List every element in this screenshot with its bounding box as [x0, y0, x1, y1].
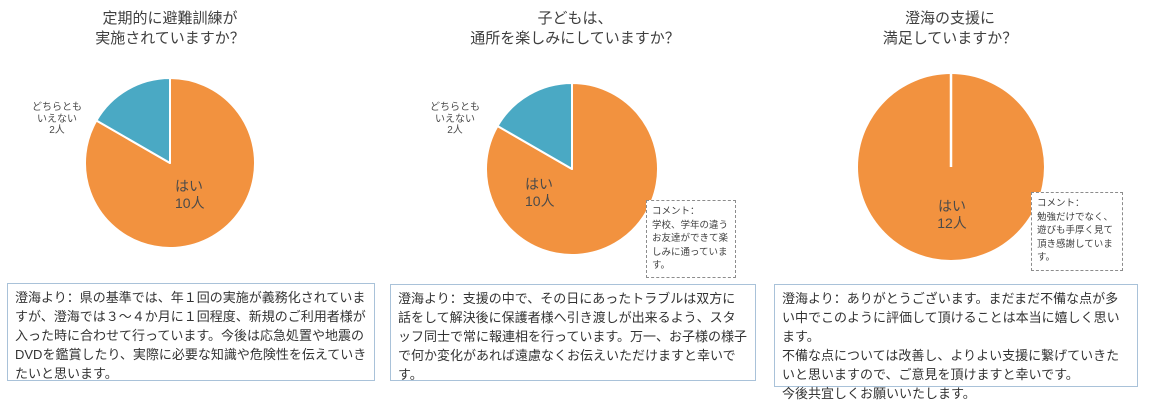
response-box: 澄海より：支援の中で、その日にあったトラブルは双方に話をして解決後に保護者様へ引… [390, 284, 756, 382]
pie-chart [858, 74, 1044, 260]
pie-label-neutral: どちらとも いえない 2人 [430, 102, 480, 136]
chart-title: 澄海の支援に 満足していますか？ [882, 10, 1018, 47]
chart-title: 子どもは、 通所を楽しみにしていますか？ [470, 10, 680, 47]
chart-title: 定期的に避難訓練が 実施されていますか？ [95, 10, 245, 47]
pie-label-yes: はい 12人 [937, 198, 967, 231]
response-box: 澄海より：ありがとうございます。まだまだ不備な点が多い中でこのように評価して頂け… [774, 284, 1138, 401]
response-box: 澄海より：県の基準では、年１回の実施が義務化されていますが、澄海では３～４か月に… [7, 283, 375, 381]
comment-box: コメント： 勉強だけでなく、 遊びも手厚く見て 頂き感謝していま す。 [1031, 192, 1123, 271]
pie-chart [485, 82, 659, 256]
pie-slice-neutral [496, 82, 573, 170]
pie-label-neutral: どちらとも いえない 2人 [32, 102, 82, 136]
pie-slice-neutral [95, 77, 171, 164]
pie-label-yes: はい 10人 [525, 176, 555, 209]
pie-label-yes: はい 10人 [175, 178, 205, 211]
pie-slice-yes [485, 82, 659, 256]
comment-box: コメント： 学校、学年の違う お友達ができて楽 しみに通っていま す。 [646, 200, 736, 278]
pie-chart [84, 77, 256, 249]
